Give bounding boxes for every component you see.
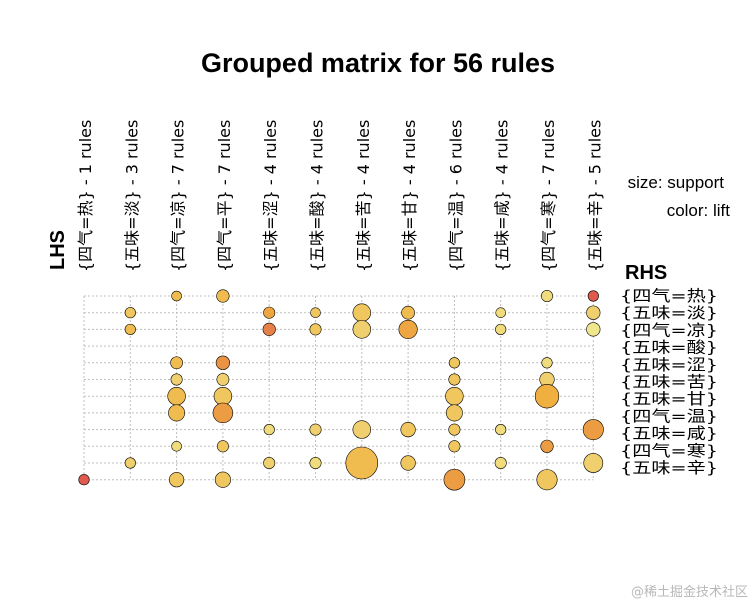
lhs-tick-label: {五味=淡} - 3 rules xyxy=(122,120,141,272)
rule-point xyxy=(168,404,186,422)
rule-point xyxy=(263,306,276,319)
rule-point xyxy=(541,357,553,369)
rhs-tick-label: {四气=凉} xyxy=(620,321,718,339)
rule-point xyxy=(171,441,182,452)
rule-point xyxy=(263,424,275,436)
lhs-tick-label: {五味=咸} - 4 rules xyxy=(493,120,512,272)
lhs-tick-label: {四气=热} - 1 rules xyxy=(76,120,95,272)
rule-point xyxy=(536,469,558,491)
lhs-axis-label: LHS xyxy=(47,230,69,270)
lhs-tick-label: {四气=平} - 7 rules xyxy=(215,120,234,272)
legend-size-label: size: support xyxy=(628,173,725,192)
rhs-tick-labels: {四气=热}{五味=淡}{四气=凉}{五味=酸}{五味=涩}{五味=苦}{五味=… xyxy=(620,287,718,477)
rule-point xyxy=(216,373,230,386)
rule-point xyxy=(495,424,507,436)
rule-point xyxy=(167,387,186,406)
rule-point xyxy=(448,440,461,453)
rhs-tick-label: {五味=甘} xyxy=(620,390,718,408)
rule-point xyxy=(309,423,322,436)
grid-lines xyxy=(83,295,594,481)
rule-point xyxy=(400,455,416,471)
rule-points xyxy=(78,289,604,491)
rule-point xyxy=(534,384,560,409)
rule-point xyxy=(352,303,371,322)
rhs-tick-label: {五味=涩} xyxy=(620,356,718,374)
rule-point xyxy=(445,387,464,406)
rule-point xyxy=(448,373,461,386)
rule-point xyxy=(216,440,229,453)
rhs-tick-label: {四气=寒} xyxy=(620,441,718,460)
rule-point xyxy=(494,457,507,469)
rule-point xyxy=(541,290,553,302)
rule-point xyxy=(352,320,371,339)
rule-point xyxy=(583,453,604,473)
rule-point xyxy=(212,402,234,424)
rule-point xyxy=(587,290,599,302)
lhs-tick-label: {四气=温} - 6 rules xyxy=(446,120,465,272)
rule-point xyxy=(400,422,416,438)
watermark: @稀土掘金技术社区 xyxy=(630,585,748,600)
rule-point xyxy=(263,457,276,469)
rule-point xyxy=(398,319,418,339)
legend-color-label: color: lift xyxy=(667,201,731,220)
rhs-tick-label: {五味=淡} xyxy=(620,304,718,322)
lhs-tick-labels: {四气=热} - 1 rules {五味=淡} - 3 rules {四气=凉} -… xyxy=(76,120,604,272)
rhs-tick-label: {五味=酸} xyxy=(620,339,718,357)
lhs-tick-label: {五味=涩} - 4 rules xyxy=(261,120,280,272)
rule-point xyxy=(262,322,276,336)
rule-point xyxy=(170,373,183,386)
rhs-tick-label: {五味=辛} xyxy=(620,459,718,477)
rule-point xyxy=(215,355,231,370)
rule-point xyxy=(124,307,136,319)
rule-point xyxy=(401,305,415,320)
rule-point xyxy=(443,468,466,491)
rhs-tick-label: {四气=热} xyxy=(620,287,718,305)
rule-point xyxy=(213,387,233,406)
rule-point xyxy=(495,323,507,335)
rule-point xyxy=(582,419,604,441)
rule-point xyxy=(586,305,601,320)
rhs-tick-label: {五味=咸} xyxy=(620,425,718,443)
lhs-tick-label: {五味=酸} - 4 rules xyxy=(308,120,327,272)
rule-point xyxy=(448,423,461,436)
lhs-tick-label: {四气=凉} - 7 rules xyxy=(169,120,188,272)
rule-point xyxy=(170,356,183,370)
rule-point xyxy=(448,357,460,369)
rule-point xyxy=(214,471,231,488)
rhs-tick-label: {四气=温} xyxy=(620,407,718,425)
rule-point xyxy=(216,289,230,303)
rule-point xyxy=(352,420,371,439)
chart-title: Grouped matrix for 56 rules xyxy=(201,48,555,78)
rhs-axis-label: RHS xyxy=(625,262,667,284)
rhs-tick-label: {五味=苦} xyxy=(620,373,718,391)
rule-point xyxy=(495,307,506,318)
rule-point xyxy=(540,439,554,453)
lhs-tick-label: {五味=辛} - 5 rules xyxy=(585,120,604,272)
rule-point xyxy=(345,446,379,480)
rule-point xyxy=(169,472,185,488)
rule-point xyxy=(310,307,321,318)
rule-point xyxy=(586,322,601,337)
rule-point xyxy=(124,323,136,335)
rule-point xyxy=(445,404,463,422)
rule-point xyxy=(171,290,182,302)
lhs-tick-label: {五味=甘} - 4 rules xyxy=(400,120,419,272)
rule-point xyxy=(309,457,322,469)
rule-point xyxy=(124,457,136,469)
lhs-tick-label: {四气=寒} - 7 rules xyxy=(539,120,558,272)
lhs-tick-label: {五味=苦} - 4 rules xyxy=(354,120,373,272)
rule-point xyxy=(78,474,90,486)
rule-point xyxy=(309,323,322,336)
